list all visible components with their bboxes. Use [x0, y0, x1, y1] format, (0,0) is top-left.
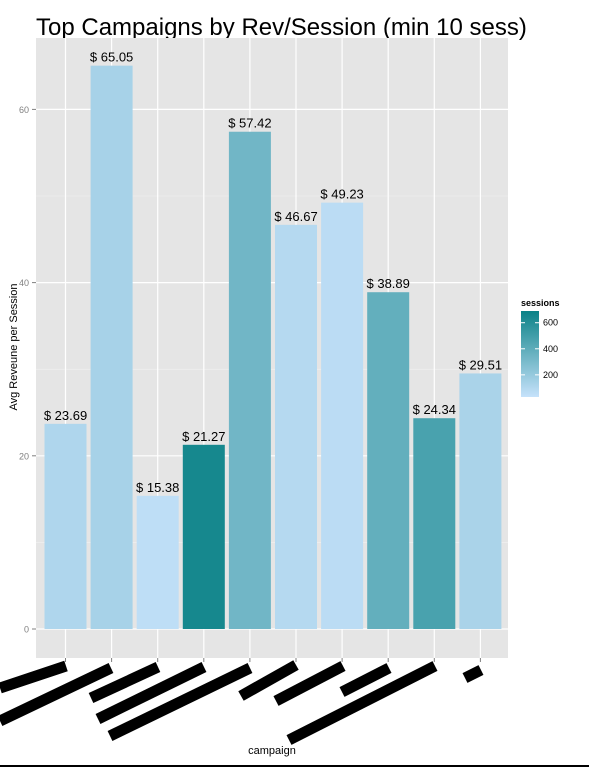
y-tick-label: 60 [19, 105, 29, 115]
y-tick-label: 0 [24, 625, 29, 635]
bar-value-label: $ 15.38 [136, 480, 179, 495]
bar [413, 418, 456, 629]
legend-colorbar [521, 311, 539, 397]
legend-tick-label: 200 [543, 370, 558, 380]
redaction-bar [88, 662, 161, 703]
redaction-bar [339, 663, 392, 697]
redaction-bar [462, 665, 484, 683]
bar [367, 292, 410, 629]
bar [459, 373, 502, 629]
bar-value-label: $ 24.34 [413, 402, 456, 417]
bar-value-label: $ 46.67 [274, 209, 317, 224]
y-axis: 0 20 40 60 [19, 105, 36, 635]
bar-value-label: $ 49.23 [320, 187, 363, 202]
bottom-border [0, 765, 589, 767]
redaction-bar [238, 660, 299, 701]
legend-tick-label: 600 [543, 318, 558, 328]
bar-value-label: $ 21.27 [182, 429, 225, 444]
y-tick-label: 20 [19, 451, 29, 461]
bar-value-label: $ 65.05 [90, 50, 133, 65]
redaction-bar [273, 661, 346, 706]
bar [275, 224, 317, 629]
bar-value-label: $ 23.69 [44, 408, 87, 423]
bar [44, 423, 87, 629]
legend-tick-label: 400 [543, 344, 558, 354]
redaction-bar [0, 663, 114, 726]
x-axis-title: campaign [248, 745, 296, 757]
redaction-bar [107, 663, 253, 741]
bar-value-label: $ 29.51 [459, 357, 502, 372]
x-axis [65, 658, 481, 662]
bar [90, 65, 133, 630]
bar-value-label: $ 57.42 [228, 116, 271, 131]
bar [228, 131, 271, 629]
bar [136, 495, 179, 629]
data-labels: $ 23.69 $ 65.05 $ 15.38 $ 21.27 $ 57.42 $ 46.… [44, 50, 502, 495]
chart-title: Top Campaigns by Rev/Session (min 10 ses… [36, 14, 527, 41]
legend: sessions 200 400 600 [521, 298, 560, 397]
redaction-bar [0, 660, 68, 694]
bar [182, 444, 225, 629]
y-axis-title: Avg Reveune per Session [8, 284, 20, 411]
legend-title: sessions [521, 298, 560, 308]
bar-value-label: $ 38.89 [367, 276, 410, 291]
bar [321, 202, 364, 629]
x-tick-labels-redacted [0, 660, 484, 745]
redaction-bar [286, 661, 438, 745]
bars [44, 65, 502, 630]
redaction-bar [95, 662, 207, 724]
y-tick-label: 40 [19, 278, 29, 288]
